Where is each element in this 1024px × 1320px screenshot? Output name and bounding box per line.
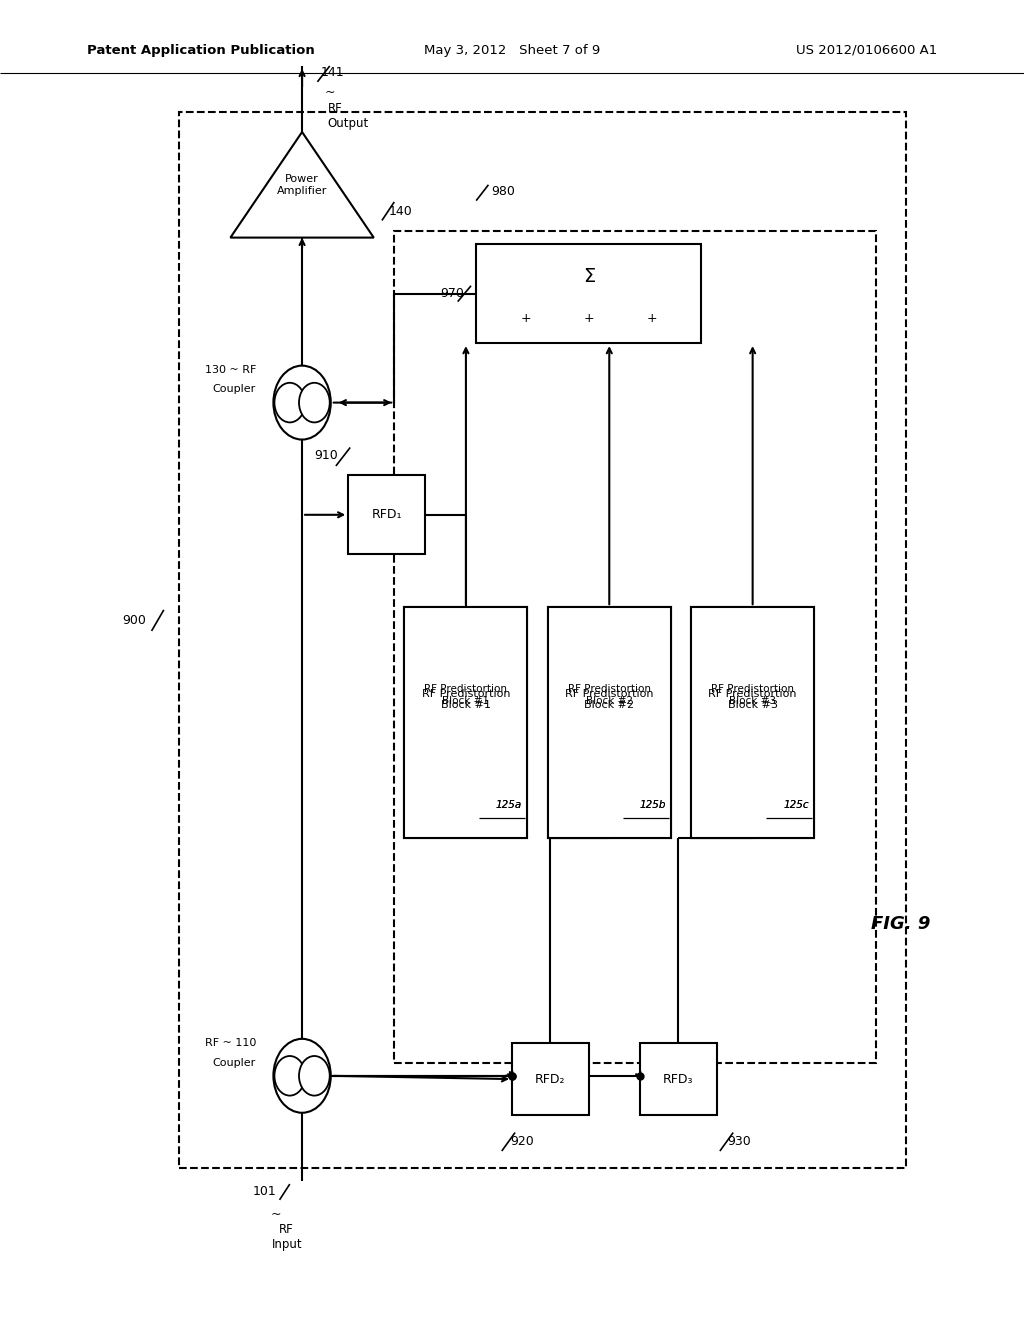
Circle shape <box>274 383 305 422</box>
Text: ~: ~ <box>271 1208 282 1221</box>
Text: RFD₂: RFD₂ <box>536 1073 565 1085</box>
Bar <box>348 475 425 554</box>
Bar <box>394 231 876 1063</box>
Text: RF Predistortion
Block #3: RF Predistortion Block #3 <box>709 689 797 710</box>
Bar <box>640 1043 717 1115</box>
Text: May 3, 2012   Sheet 7 of 9: May 3, 2012 Sheet 7 of 9 <box>424 44 600 57</box>
Text: 125a: 125a <box>496 800 522 810</box>
Text: RF Predistortion
Block #2: RF Predistortion Block #2 <box>565 689 653 710</box>
Text: 910: 910 <box>314 449 338 462</box>
Text: 140: 140 <box>389 205 413 218</box>
Text: 125b: 125b <box>639 800 666 810</box>
Text: 920: 920 <box>510 1135 534 1148</box>
Text: +: + <box>646 312 657 325</box>
Text: 900: 900 <box>123 614 146 627</box>
Text: 141: 141 <box>321 66 344 79</box>
Bar <box>548 607 671 838</box>
Text: ~: ~ <box>325 86 335 99</box>
Circle shape <box>274 1056 305 1096</box>
Bar <box>691 607 814 838</box>
Bar <box>179 112 906 1168</box>
Circle shape <box>273 1039 331 1113</box>
Text: Power
Amplifier: Power Amplifier <box>276 174 328 195</box>
Text: RF Predistortion
Block #1: RF Predistortion Block #1 <box>424 684 508 706</box>
Bar <box>476 244 701 343</box>
Text: 101: 101 <box>253 1185 276 1199</box>
Text: 930: 930 <box>727 1135 751 1148</box>
Text: RF
Input: RF Input <box>271 1222 302 1251</box>
Circle shape <box>299 1056 330 1096</box>
Bar <box>691 607 814 838</box>
Bar <box>512 1043 589 1115</box>
Text: 980: 980 <box>492 185 515 198</box>
Text: RF ~ 110: RF ~ 110 <box>205 1038 256 1048</box>
Bar <box>548 607 671 838</box>
Text: FIG. 9: FIG. 9 <box>871 915 931 933</box>
Text: US 2012/0106600 A1: US 2012/0106600 A1 <box>796 44 937 57</box>
Text: 970: 970 <box>440 288 464 300</box>
Circle shape <box>273 366 331 440</box>
Text: RFD₁: RFD₁ <box>372 508 401 521</box>
Text: RF
Output: RF Output <box>328 102 369 131</box>
Text: RF Predistortion
Block #1: RF Predistortion Block #1 <box>422 689 510 710</box>
Text: RF Predistortion
Block #3: RF Predistortion Block #3 <box>711 684 795 706</box>
Text: 125b: 125b <box>639 800 666 810</box>
Text: Coupler: Coupler <box>213 1057 256 1068</box>
Text: RFD₃: RFD₃ <box>664 1073 693 1085</box>
Text: RF Predistortion
Block #2: RF Predistortion Block #2 <box>567 684 651 706</box>
Text: 125a: 125a <box>496 800 522 810</box>
Bar <box>404 607 527 838</box>
Polygon shape <box>230 132 374 238</box>
Text: 130 ~ RF: 130 ~ RF <box>205 364 256 375</box>
Text: Patent Application Publication: Patent Application Publication <box>87 44 314 57</box>
Circle shape <box>299 383 330 422</box>
Text: +: + <box>584 312 594 325</box>
Text: 125c: 125c <box>783 800 809 810</box>
Text: 125c: 125c <box>783 800 809 810</box>
Bar <box>404 607 527 838</box>
Text: +: + <box>520 312 531 325</box>
Text: Coupler: Coupler <box>213 384 256 395</box>
Text: Σ: Σ <box>583 268 595 286</box>
